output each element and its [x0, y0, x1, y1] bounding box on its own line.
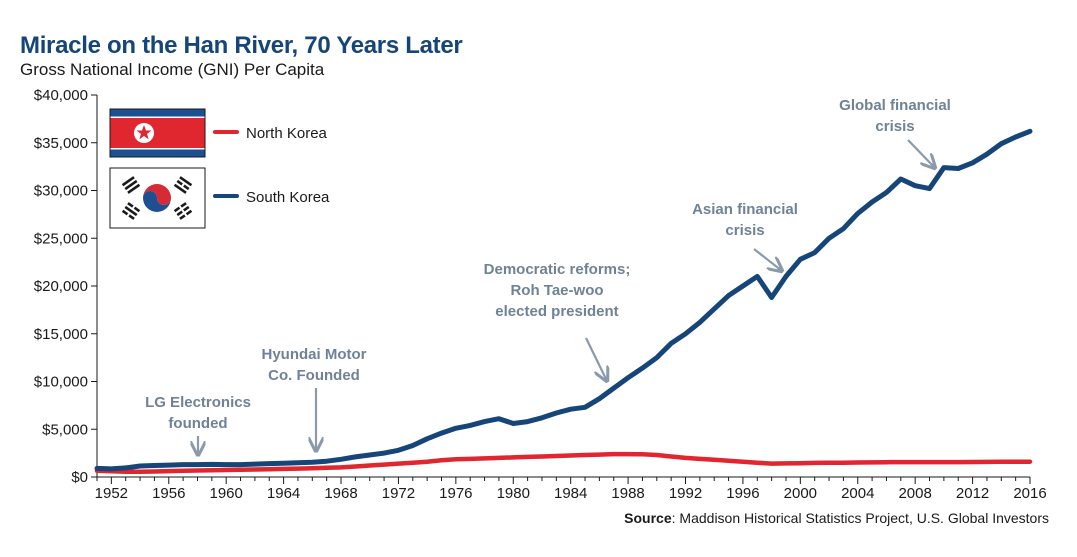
x-tick-label: 2000	[784, 485, 817, 502]
taegeuk-icon	[143, 184, 171, 212]
series-line-north-korea	[94, 451, 1033, 474]
y-tick-label: $35,000	[34, 135, 88, 152]
x-tick-label: 1964	[267, 485, 300, 502]
chart-title: Miracle on the Han River, 70 Years Later	[20, 32, 463, 59]
y-tick-label: $30,000	[34, 183, 88, 200]
x-tick-label: 1980	[497, 485, 530, 502]
legend-label-north-korea: North Korea	[246, 125, 328, 142]
trigram-icon	[121, 176, 193, 220]
star-icon	[136, 125, 152, 140]
x-tick-label: 1996	[726, 485, 759, 502]
south-korea-flag	[109, 167, 206, 229]
x-tick-label: 1956	[152, 485, 185, 502]
north-korea-flag	[109, 108, 206, 158]
x-tick-label: 2012	[956, 485, 989, 502]
y-tick-label: $25,000	[34, 230, 88, 247]
x-tick-label: 1992	[669, 485, 702, 502]
annotation-arrow-democratic	[585, 337, 607, 381]
chart-subtitle: Gross National Income (GNI) Per Capita	[20, 60, 325, 79]
y-tick-label: $0	[71, 469, 88, 486]
source-label: Source	[624, 510, 672, 526]
x-tick-label: 1952	[95, 485, 128, 502]
x-tick-label: 1988	[611, 485, 644, 502]
annotation-hyundai: Hyundai Motor Co. Founded	[262, 346, 367, 384]
x-tick-label: 2008	[898, 485, 931, 502]
x-tick-label: 2004	[841, 485, 874, 502]
x-tick-label: 1976	[439, 485, 472, 502]
y-tick-label: $15,000	[34, 326, 88, 343]
y-tick-label: $40,000	[34, 87, 88, 104]
annotation-arrow-asian	[753, 248, 782, 271]
annotation-global: Global financial crisis	[839, 97, 951, 135]
y-tick-label: $5,000	[42, 421, 88, 438]
legend-label-south-korea: South Korea	[246, 189, 330, 206]
x-tick-label: 1972	[382, 485, 415, 502]
annotation-arrow-global	[907, 139, 935, 168]
x-tick-label: 1984	[554, 485, 587, 502]
y-tick-label: $20,000	[34, 278, 88, 295]
annotation-democratic: Democratic reforms; Roh Tae-woo elected pr…	[484, 261, 631, 320]
series-line-south-korea	[94, 128, 1033, 472]
annotation-lg: LG Electronics founded	[145, 394, 251, 432]
chart-source: Source: Maddison Historical Statistics P…	[624, 510, 1049, 526]
y-tick-label: $10,000	[34, 374, 88, 391]
x-tick-label: 1968	[324, 485, 357, 502]
annotation-asian: Asian financial crisis	[692, 201, 798, 239]
x-tick-label: 2016	[1013, 485, 1046, 502]
source-text: : Maddison Historical Statistics Project…	[671, 510, 1049, 526]
x-tick-label: 1960	[209, 485, 242, 502]
